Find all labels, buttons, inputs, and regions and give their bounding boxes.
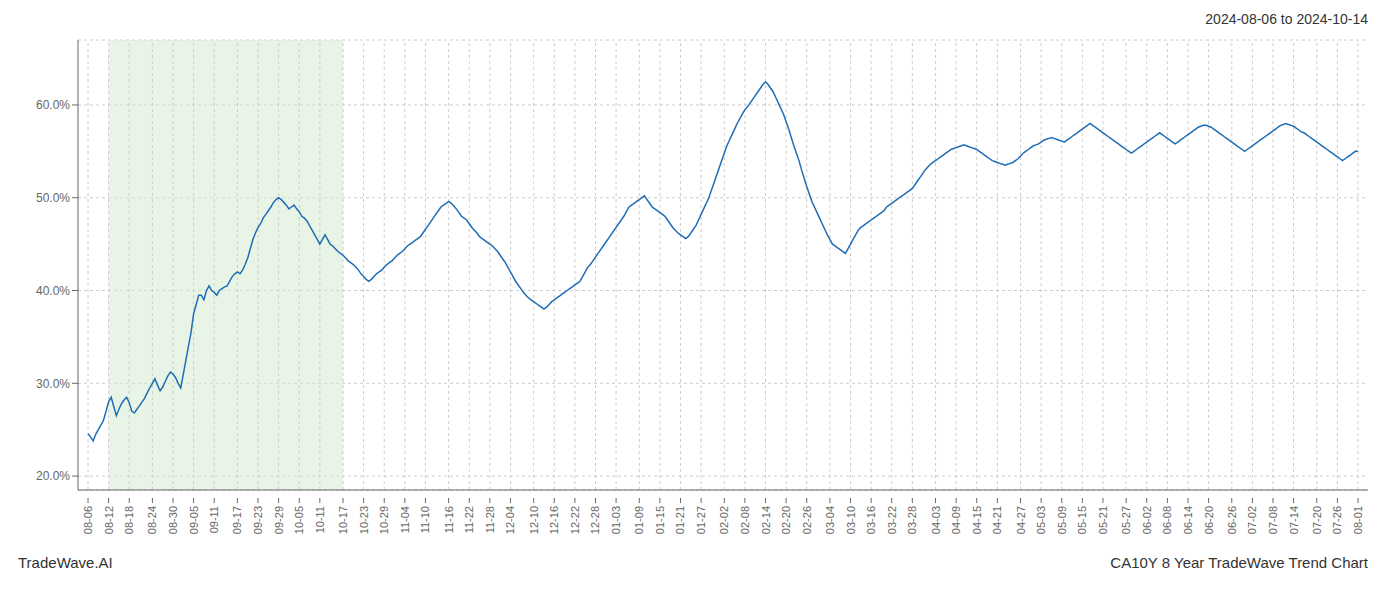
- svg-text:06-08: 06-08: [1161, 506, 1173, 534]
- svg-text:03-16: 03-16: [865, 506, 877, 534]
- svg-text:02-02: 02-02: [718, 506, 730, 534]
- svg-text:03-22: 03-22: [886, 506, 898, 534]
- svg-text:40.0%: 40.0%: [36, 284, 70, 298]
- svg-text:02-26: 02-26: [801, 506, 813, 534]
- svg-text:07-14: 07-14: [1288, 506, 1300, 534]
- html-text:TradeWave.AI: TradeWave.AI: [18, 554, 113, 571]
- svg-text:09-11: 09-11: [208, 506, 220, 533]
- svg-text:12-28: 12-28: [589, 506, 601, 534]
- svg-text:03-28: 03-28: [906, 506, 918, 534]
- svg-text:12-22: 12-22: [569, 506, 581, 534]
- svg-text:05-09: 05-09: [1056, 506, 1068, 534]
- svg-text:01-27: 01-27: [695, 506, 707, 534]
- svg-text:02-14: 02-14: [760, 506, 772, 534]
- svg-text:12-10: 12-10: [528, 506, 540, 534]
- svg-text:12-16: 12-16: [548, 506, 560, 534]
- svg-text:10-05: 10-05: [293, 506, 305, 534]
- svg-text:11-16: 11-16: [443, 506, 455, 533]
- svg-text:06-02: 06-02: [1141, 506, 1153, 534]
- svg-text:09-17: 09-17: [231, 506, 243, 534]
- svg-text:05-21: 05-21: [1097, 506, 1109, 534]
- svg-text:06-26: 06-26: [1226, 506, 1238, 534]
- svg-text:08-12: 08-12: [103, 506, 115, 534]
- svg-text:60.0%: 60.0%: [36, 98, 70, 112]
- svg-text:10-17: 10-17: [337, 506, 349, 534]
- svg-text:04-03: 04-03: [930, 506, 942, 534]
- html-text:CA10Y 8 Year TradeWave Trend C: CA10Y 8 Year TradeWave Trend Chart: [1110, 554, 1368, 571]
- svg-text:10-29: 10-29: [378, 506, 390, 534]
- svg-text:04-27: 04-27: [1015, 506, 1027, 534]
- svg-text:06-14: 06-14: [1182, 506, 1194, 534]
- svg-text:02-20: 02-20: [780, 506, 792, 534]
- svg-text:08-24: 08-24: [146, 506, 158, 534]
- svg-text:11-04: 11-04: [399, 506, 411, 533]
- svg-text:05-03: 05-03: [1035, 506, 1047, 534]
- svg-text:08-01: 08-01: [1352, 506, 1364, 534]
- svg-text:09-23: 09-23: [252, 506, 264, 534]
- svg-text:05-27: 05-27: [1120, 506, 1132, 534]
- svg-text:09-05: 09-05: [188, 506, 200, 534]
- svg-text:02-08: 02-08: [739, 506, 751, 534]
- svg-text:11-28: 11-28: [484, 506, 496, 533]
- svg-text:04-15: 04-15: [971, 506, 983, 534]
- svg-text:07-02: 07-02: [1246, 506, 1258, 534]
- svg-text:07-20: 07-20: [1311, 506, 1323, 534]
- svg-text:10-23: 10-23: [358, 506, 370, 534]
- svg-text:01-03: 01-03: [610, 506, 622, 534]
- svg-text:07-26: 07-26: [1331, 506, 1343, 534]
- svg-text:01-09: 01-09: [633, 506, 645, 534]
- svg-text:08-06: 08-06: [82, 506, 94, 534]
- svg-text:10-11: 10-11: [314, 506, 326, 533]
- html-text:2024-08-06 to 2024-10-14: 2024-08-06 to 2024-10-14: [1205, 11, 1368, 27]
- svg-text:04-21: 04-21: [991, 506, 1003, 534]
- svg-text:20.0%: 20.0%: [36, 469, 70, 483]
- svg-text:03-10: 03-10: [845, 506, 857, 534]
- svg-text:09-29: 09-29: [273, 506, 285, 534]
- svg-text:01-15: 01-15: [654, 506, 666, 534]
- svg-text:08-18: 08-18: [123, 506, 135, 534]
- svg-text:03-04: 03-04: [824, 506, 836, 534]
- svg-text:12-04: 12-04: [504, 506, 516, 534]
- svg-text:06-20: 06-20: [1203, 506, 1215, 534]
- svg-text:11-22: 11-22: [463, 506, 475, 533]
- svg-text:01-21: 01-21: [674, 506, 686, 534]
- svg-text:08-30: 08-30: [167, 506, 179, 534]
- svg-text:30.0%: 30.0%: [36, 377, 70, 391]
- svg-text:07-08: 07-08: [1267, 506, 1279, 534]
- svg-text:04-09: 04-09: [950, 506, 962, 534]
- svg-text:50.0%: 50.0%: [36, 191, 70, 205]
- svg-text:11-10: 11-10: [419, 506, 431, 533]
- svg-text:05-15: 05-15: [1076, 506, 1088, 534]
